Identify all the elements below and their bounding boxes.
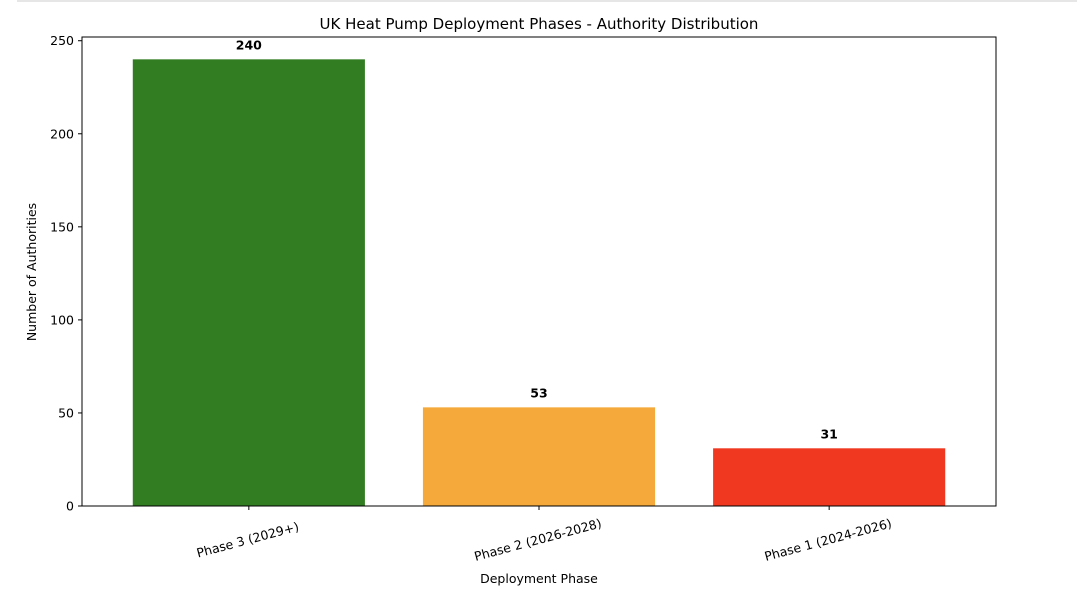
plot-area-frame bbox=[81, 36, 997, 507]
chart-title: UK Heat Pump Deployment Phases - Authori… bbox=[320, 15, 759, 33]
bar-value-label-2: 53 bbox=[530, 385, 547, 400]
y-tick-label-50: 50 bbox=[58, 405, 74, 420]
y-tick-label-150: 150 bbox=[50, 219, 74, 234]
bar-3 bbox=[713, 448, 946, 506]
y-axis-label: Number of Authorities bbox=[24, 203, 39, 341]
bar-value-label-1: 240 bbox=[236, 37, 262, 52]
y-tick-label-0: 0 bbox=[66, 499, 74, 514]
y-tick-label-100: 100 bbox=[50, 312, 74, 327]
bar-value-label-3: 31 bbox=[820, 426, 837, 441]
x-tick-label-2: Phase 2 (2026-2028) bbox=[473, 515, 604, 563]
bar-2 bbox=[422, 407, 656, 506]
y-tick-label-250: 250 bbox=[50, 33, 74, 48]
y-tick-label-200: 200 bbox=[50, 126, 74, 141]
x-tick-label-1: Phase 3 (2029+) bbox=[195, 519, 301, 561]
x-tick-label-3: Phase 1 (2024-2026) bbox=[763, 515, 894, 563]
x-axis-label: Deployment Phase bbox=[480, 571, 598, 586]
top-divider bbox=[17, 0, 1077, 2]
bar-1 bbox=[132, 59, 365, 506]
